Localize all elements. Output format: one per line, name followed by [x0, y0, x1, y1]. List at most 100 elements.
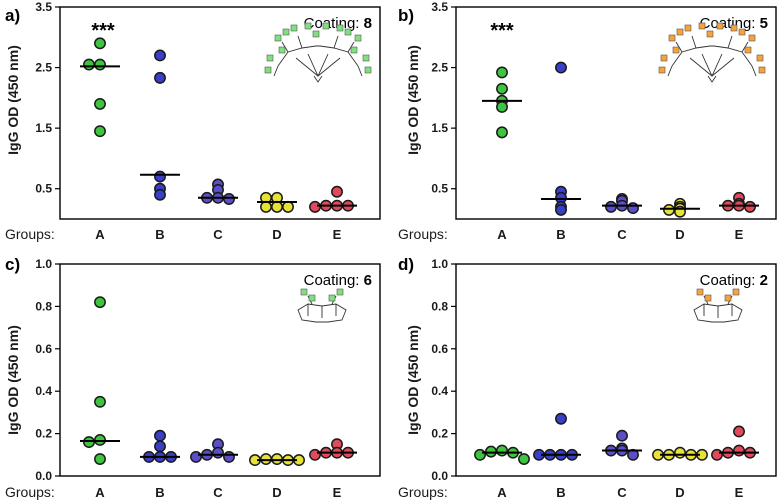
data-point-A: [95, 435, 105, 445]
y-tick-label: 1.0: [35, 257, 52, 271]
sugar-residue: [323, 23, 329, 29]
data-point-A: [497, 67, 507, 77]
sugar-residue: [717, 23, 723, 29]
groups-label-c: Groups:: [5, 484, 55, 500]
x-tick-label-D: D: [272, 227, 281, 242]
sugar-residue: [669, 35, 675, 41]
data-marks-d: [475, 414, 759, 465]
sugar-residue: [759, 67, 765, 73]
x-tick-label-C: C: [617, 485, 627, 500]
y-tick-label: 0.2: [431, 427, 448, 441]
x-tick-label-B: B: [556, 227, 565, 242]
x-tick-label-A: A: [497, 227, 507, 242]
x-tick-label-D: D: [675, 227, 684, 242]
data-point-E: [745, 202, 755, 212]
y-ticks-c: 0.0 0.2 0.4 0.6 0.8 1.0: [35, 257, 60, 483]
panel-label-c: c): [5, 255, 20, 274]
coating-label-c: Coating: 6: [304, 272, 372, 289]
molecule-icon-d: [694, 289, 742, 322]
panel-label-a: a): [5, 6, 20, 25]
x-tick-label-C: C: [213, 227, 223, 242]
sugar-residue: [279, 47, 285, 53]
data-point-B: [155, 431, 165, 441]
x-labels-a: A B C D E: [95, 227, 341, 242]
coating-value-d: 2: [760, 272, 768, 289]
sugar-residue: [705, 295, 711, 301]
x-tick-label-B: B: [155, 227, 164, 242]
sugar-residue: [291, 25, 297, 31]
sugar-residue: [661, 55, 667, 61]
sugar-residue: [301, 289, 307, 295]
x-tick-label-A: A: [95, 485, 105, 500]
sugar-residue: [697, 289, 703, 295]
y-axis-label-d: IgG OD (450 nm): [405, 325, 421, 435]
y-tick-label: 0.6: [35, 342, 52, 356]
coating-value-c: 6: [364, 272, 372, 289]
sugar-residue: [749, 35, 755, 41]
y-tick-label: 0.4: [35, 384, 52, 398]
data-point-C: [191, 452, 201, 462]
y-axis-label-c: IgG OD (450 nm): [5, 325, 21, 435]
x-tick-label-C: C: [213, 485, 223, 500]
x-labels-c: ABCDE: [95, 485, 341, 500]
sugar-residue: [659, 67, 665, 73]
y-tick-label: 3.5: [431, 0, 448, 14]
sugar-residue: [677, 29, 683, 35]
y-tick-label: 1.5: [35, 121, 52, 135]
x-tick-label-A: A: [95, 227, 105, 242]
coating-value-a: 8: [364, 15, 372, 32]
sugar-residue: [365, 67, 371, 73]
data-point-E: [734, 445, 744, 455]
data-marks-a: [80, 38, 357, 212]
panel-d: d) IgG OD (450 nm) 0.0 0.2 0.4 0.6 0.8 1.0 Co…: [398, 255, 776, 500]
sugar-residue: [699, 23, 705, 29]
data-point-A: [497, 127, 507, 137]
data-point-A: [519, 454, 529, 464]
y-tick-label: 0.8: [35, 299, 52, 313]
data-point-E: [332, 187, 342, 197]
data-point-E: [712, 450, 722, 460]
y-tick-label: 2.5: [35, 61, 52, 75]
sugar-residue: [345, 29, 351, 35]
sugar-residue: [313, 31, 319, 37]
data-point-A: [95, 38, 105, 48]
x-tick-label-E: E: [735, 227, 744, 242]
x-tick-label-B: B: [556, 485, 565, 500]
groups-label-d: Groups:: [398, 484, 448, 500]
data-point-E: [310, 202, 320, 212]
x-labels-b: A B C D E: [497, 227, 743, 242]
panel-label-d: d): [398, 255, 414, 274]
groups-label-b: Groups:: [398, 226, 448, 242]
data-point-B: [155, 50, 165, 60]
sugar-residue: [731, 25, 737, 31]
groups-label-a: Groups:: [5, 226, 55, 242]
data-point-E: [310, 450, 320, 460]
data-point-C: [628, 203, 638, 213]
y-tick-label: 0.4: [431, 384, 448, 398]
y-ticks-d: 0.00.20.40.60.81.0: [431, 257, 456, 483]
sugar-residue: [305, 23, 311, 29]
molecule-icon-c: [298, 289, 346, 322]
data-point-B: [556, 62, 566, 72]
data-point-C: [224, 194, 234, 204]
panel-b: b) IgG OD (450 nm) 0.5 1.5 2.5 3.5 Coating:…: [398, 0, 776, 242]
data-point-A: [95, 126, 105, 136]
sugar-residue: [685, 25, 691, 31]
sugar-residue: [351, 47, 357, 53]
y-tick-label: 0.5: [431, 182, 448, 196]
data-point-D: [283, 202, 293, 212]
y-tick-label: 2.5: [431, 61, 448, 75]
data-marks-b: [482, 62, 759, 217]
data-point-A: [497, 84, 507, 94]
data-point-A: [475, 450, 485, 460]
sugar-residue: [275, 35, 281, 41]
x-labels-d: A B C D E: [497, 485, 743, 500]
data-point-E: [734, 426, 744, 436]
figure: a) IgG OD (450 nm) 0.5 1.5 2.5 3.5 Coating:…: [0, 0, 779, 501]
data-point-B: [556, 205, 566, 215]
sugar-residue: [283, 29, 289, 35]
sugar-residue: [363, 55, 369, 61]
y-axis-label-a: IgG OD (450 nm): [5, 45, 21, 155]
data-point-B: [155, 190, 165, 200]
panel-c: c) IgG OD (450 nm) 0.00.20.40.60.81.0 Co…: [5, 255, 380, 500]
